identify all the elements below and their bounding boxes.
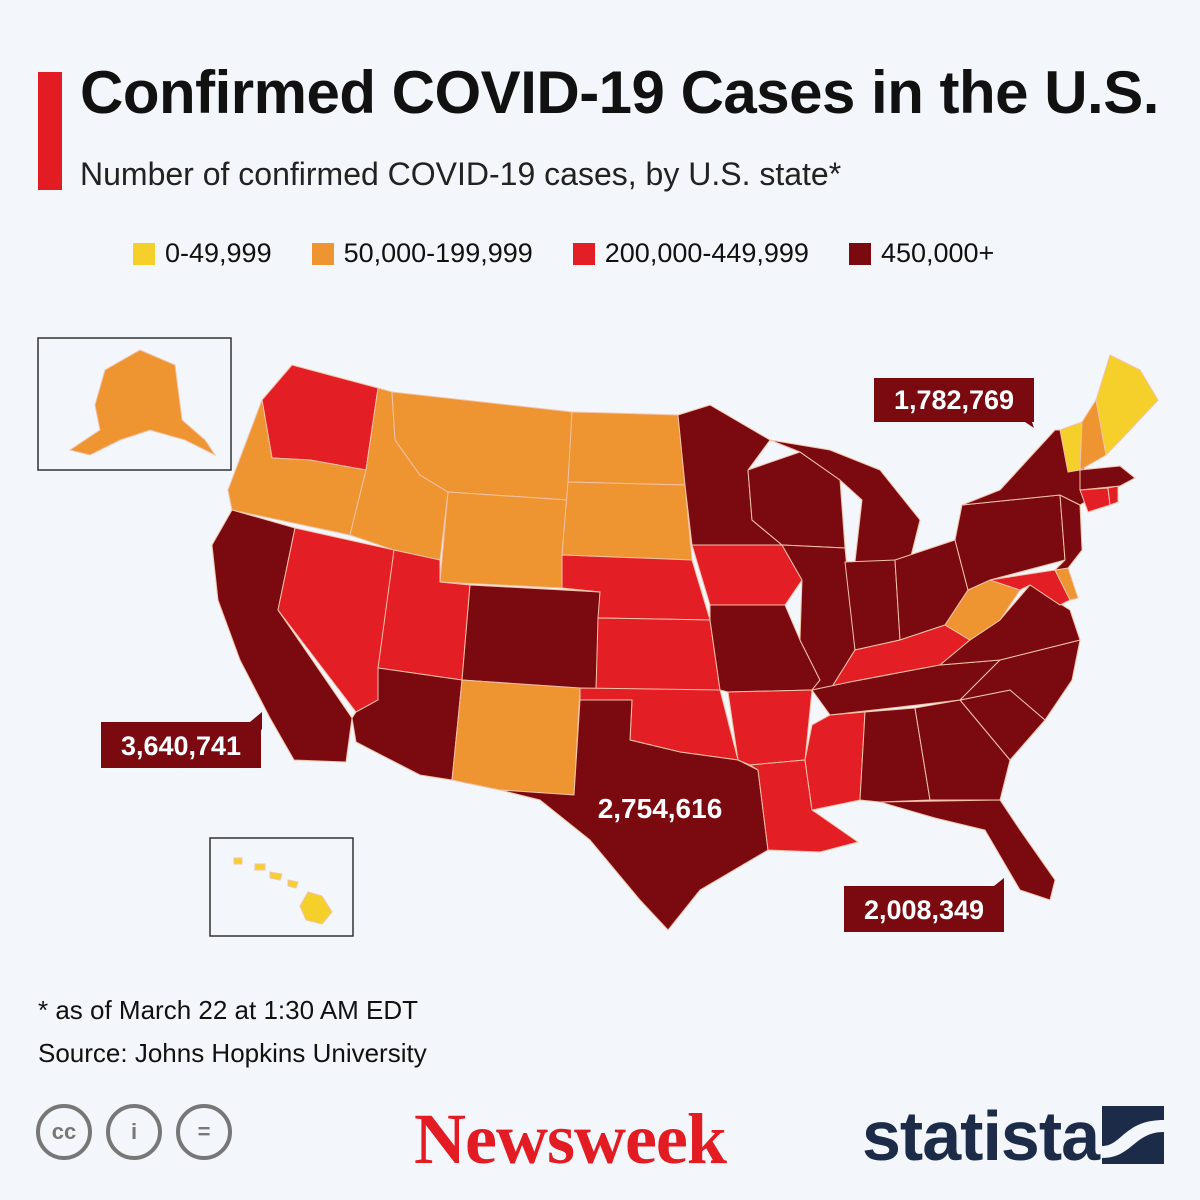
no-derivatives-icon[interactable]: = — [176, 1104, 232, 1160]
state-MS — [804, 711, 866, 811]
state-AK — [68, 349, 217, 457]
legend-label: 50,000-199,999 — [343, 238, 533, 268]
us-map: 1,782,769 3,640,741 2,754,616 2,008,349 — [37, 337, 1159, 937]
hawaii-inset-frame — [209, 837, 354, 937]
callout-california: 3,640,741 — [101, 712, 262, 768]
state-KS — [595, 617, 721, 691]
page-title: Confirmed COVID-19 Cases in the U.S. — [80, 59, 1159, 126]
statista-logo[interactable]: statista — [862, 1097, 1100, 1175]
state-ND — [567, 411, 686, 486]
cc-icon[interactable]: cc — [36, 1104, 92, 1160]
state-RI — [1107, 485, 1119, 506]
legend-label: 450,000+ — [880, 238, 995, 268]
state-CO — [461, 584, 601, 691]
state-GA — [914, 699, 1011, 801]
legend-label: 0-49,999 — [165, 238, 272, 268]
state-NM — [451, 679, 581, 796]
state-CT — [1079, 487, 1111, 513]
callout-value: 3,640,741 — [121, 731, 241, 761]
footnote: * as of March 22 at 1:30 AM EDT — [38, 995, 419, 1025]
callout-box — [101, 722, 261, 768]
state-WY — [439, 491, 569, 589]
state-MA — [1079, 465, 1136, 491]
legend-item-2: 200,000-449,999 — [572, 238, 809, 269]
state-AL — [859, 707, 931, 803]
legend-label: 200,000-449,999 — [604, 238, 809, 268]
accent-bar — [38, 72, 62, 190]
state-TX — [499, 699, 769, 931]
callout-texas: 2,754,616 — [598, 793, 723, 824]
state-AR — [727, 689, 813, 766]
callout-pointer — [1022, 410, 1034, 428]
state-HI — [233, 857, 333, 925]
callout-value: 1,782,769 — [894, 385, 1014, 415]
state-ME — [1095, 354, 1159, 457]
state-IN — [844, 559, 901, 651]
source-note: Source: Johns Hopkins University — [38, 1038, 427, 1068]
legend-item-1: 50,000-199,999 — [311, 238, 533, 269]
newsweek-logo[interactable]: Newsweek — [414, 1099, 727, 1179]
legend-swatch-orange — [311, 242, 334, 265]
legend-item-0: 0-49,999 — [133, 238, 272, 269]
page-subtitle: Number of confirmed COVID-19 cases, by U… — [80, 156, 842, 192]
statista-mark-icon — [1102, 1106, 1164, 1164]
callout-florida: 2,008,349 — [844, 878, 1004, 932]
callout-pointer — [994, 878, 1004, 896]
legend-item-3: 450,000+ — [848, 238, 995, 269]
legend-swatch-red — [572, 242, 595, 265]
callout-new-york: 1,782,769 — [874, 378, 1034, 428]
callout-box — [874, 378, 1034, 422]
callout-pointer — [250, 712, 262, 730]
attribution-icon[interactable]: i — [106, 1104, 162, 1160]
legend-swatch-yellow — [133, 242, 155, 265]
state-IA — [691, 544, 803, 606]
legend: 0-49,999 50,000-199,999 200,000-449,999 … — [133, 238, 994, 269]
legend-swatch-darkred — [848, 242, 871, 265]
license-icons: cc i = — [36, 1104, 232, 1160]
state-WA — [261, 364, 379, 471]
callout-value: 2,008,349 — [864, 895, 984, 925]
state-FL — [879, 799, 1056, 901]
callout-box — [844, 886, 1004, 932]
state-SD — [561, 481, 693, 561]
